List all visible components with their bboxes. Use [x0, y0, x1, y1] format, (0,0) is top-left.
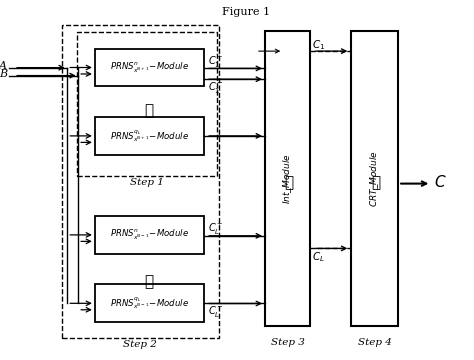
- Text: Step 2: Step 2: [123, 340, 157, 349]
- Text: Figure 1: Figure 1: [222, 7, 271, 17]
- Text: $CRT\_Module$: $CRT\_Module$: [368, 150, 381, 207]
- Text: $C_1^-$: $C_1^-$: [208, 80, 224, 95]
- Text: ⋮: ⋮: [284, 177, 294, 190]
- Text: $C$: $C$: [434, 174, 447, 190]
- Bar: [62, 25, 219, 338]
- Text: $C_L$: $C_L$: [312, 251, 325, 264]
- Text: Step 1: Step 1: [130, 178, 164, 187]
- Text: $C_1^+$: $C_1^+$: [208, 54, 223, 70]
- Bar: [265, 31, 310, 326]
- Text: Step 3: Step 3: [271, 338, 305, 347]
- Text: ⋮: ⋮: [145, 105, 154, 118]
- Text: $C_L^-$: $C_L^-$: [208, 304, 224, 319]
- Text: $C_1$: $C_1$: [312, 38, 326, 51]
- Text: $PRNS^{n}_{x^{N-1}}\!-\!Module$: $PRNS^{n}_{x^{N-1}}\!-\!Module$: [109, 228, 189, 242]
- Text: Step 4: Step 4: [357, 338, 392, 347]
- Bar: [95, 49, 204, 86]
- Text: ⋮: ⋮: [145, 276, 154, 289]
- Bar: [95, 216, 204, 254]
- Bar: [95, 284, 204, 322]
- Bar: [95, 117, 204, 155]
- Text: $C_L^+$: $C_L^+$: [208, 221, 223, 237]
- Text: A: A: [0, 61, 7, 71]
- Bar: [77, 32, 217, 176]
- Bar: [351, 31, 398, 326]
- Text: $PRNS^{q_L}_{x^{N+1}}\!-\!Module$: $PRNS^{q_L}_{x^{N+1}}\!-\!Module$: [109, 128, 189, 144]
- Text: ⋮: ⋮: [371, 177, 381, 190]
- Text: $PRNS^{q_L}_{x^{N-1}}\!-\!Module$: $PRNS^{q_L}_{x^{N-1}}\!-\!Module$: [109, 295, 189, 311]
- Text: $PRNS^{n}_{x^{N+1}}\!-\!Module$: $PRNS^{n}_{x^{N+1}}\!-\!Module$: [109, 60, 189, 75]
- Text: B: B: [0, 69, 7, 79]
- Text: $Int\_Module$: $Int\_Module$: [282, 153, 294, 203]
